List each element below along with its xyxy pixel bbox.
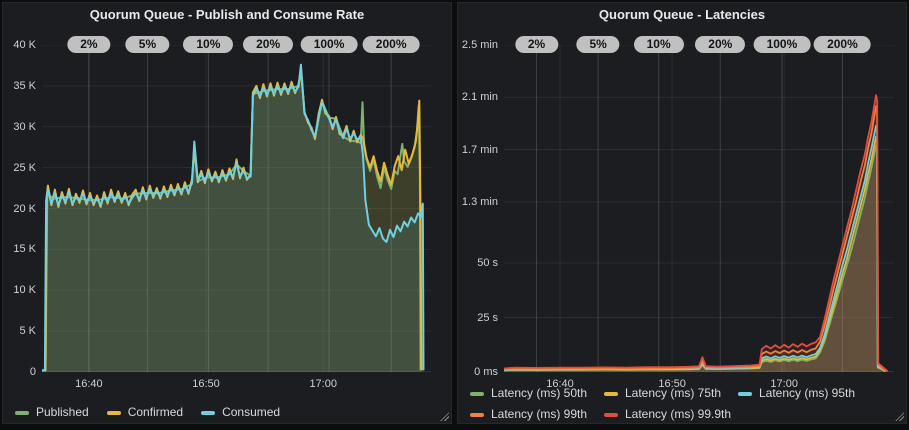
annotation-badge[interactable]: 20% <box>243 36 294 53</box>
annotation-badge[interactable]: 2% <box>514 36 559 53</box>
legend-item-latency-ms-50th[interactable]: Latency (ms) 50th <box>470 383 604 404</box>
y-axis-label: 25 s <box>477 311 498 324</box>
legend: Latency (ms) 50th Latency (ms) 75th Latenc… <box>470 383 900 423</box>
legend-item-latency-ms-95th[interactable]: Latency (ms) 95th <box>738 383 872 404</box>
y-axis-label: 10 K <box>13 284 36 297</box>
legend-item-published[interactable]: Published <box>15 402 89 423</box>
x-axis-label: 16:40 <box>546 378 574 390</box>
plot-canvas[interactable] <box>42 45 431 372</box>
y-axis-label: 25 K <box>13 161 36 174</box>
annotation-badge[interactable]: 5% <box>576 36 620 53</box>
legend-swatch <box>470 412 484 417</box>
y-axis-label: 2.1 min <box>461 91 498 104</box>
series-area <box>504 95 888 372</box>
legend-label: Latency (ms) 99.9th <box>625 407 732 421</box>
y-axis-label: 50 s <box>477 257 498 269</box>
legend-item-latency-ms-99th[interactable]: Latency (ms) 99th <box>470 404 604 423</box>
x-axis-label: 16:50 <box>658 378 686 390</box>
y-axis-label: 0 ms <box>474 366 498 378</box>
panel-title[interactable]: Quorum Queue - Latencies <box>598 7 766 22</box>
legend-swatch <box>15 410 29 415</box>
legend-label: Latency (ms) 95th <box>759 386 856 400</box>
y-axis-label: 2.5 min <box>461 39 498 51</box>
y-axis-label: 40 K <box>13 39 36 51</box>
legend-swatch <box>738 391 752 396</box>
x-axis-label: 16:50 <box>192 378 220 390</box>
panel-title[interactable]: Quorum Queue - Publish and Consume Rate <box>89 7 365 22</box>
y-axis-label: 20 K <box>13 202 36 215</box>
legend-swatch <box>470 391 484 396</box>
plot-canvas[interactable] <box>504 45 894 372</box>
series-line <box>504 94 889 372</box>
annotation-badge[interactable]: 200% <box>362 36 420 53</box>
legend-swatch <box>604 412 618 417</box>
legend-item-consumed[interactable]: Consumed <box>201 402 280 423</box>
legend-label: Consumed <box>222 405 281 419</box>
panel-resize-handle[interactable] <box>895 412 904 421</box>
legend-swatch <box>106 410 121 415</box>
series-area <box>504 136 885 372</box>
y-axis-label: 15 K <box>13 243 36 256</box>
legend-item-confirmed[interactable]: Confirmed <box>106 402 184 423</box>
y-axis-label: 0 <box>29 366 36 378</box>
annotation-badge[interactable]: 100% <box>753 36 811 53</box>
y-axis-label: 1.3 min <box>461 195 498 208</box>
y-axis-label: 5 K <box>19 325 36 338</box>
annotation-badge[interactable]: 100% <box>300 36 358 53</box>
annotation-badge[interactable]: 200% <box>814 36 871 53</box>
annotation-badge[interactable]: 2% <box>67 36 111 53</box>
legend-label: Published <box>36 405 89 419</box>
series-line <box>42 63 425 372</box>
series-area <box>42 69 422 372</box>
annotation-badge[interactable]: 5% <box>125 36 170 53</box>
legend-label: Latency (ms) 50th <box>491 386 588 400</box>
chart-area: 40 K 35 K 30 K 25 K 20 K 15 K 10 K 5 K 0 16:40 16:… <box>3 27 451 399</box>
annotation-badge[interactable]: 10% <box>183 36 234 53</box>
legend-label: Confirmed <box>127 405 184 419</box>
series-area <box>504 145 885 372</box>
series-area <box>504 125 885 372</box>
x-axis-label: 17:00 <box>770 378 798 390</box>
panel-resize-handle[interactable] <box>440 412 449 421</box>
y-axis-label: 35 K <box>13 79 36 92</box>
annotation-badge[interactable]: 10% <box>633 36 684 53</box>
legend-label: Latency (ms) 99th <box>491 407 588 421</box>
y-axis-label: 1.7 min <box>461 143 498 156</box>
y-axis-label: 30 K <box>13 120 36 133</box>
x-axis-label: 16:40 <box>75 378 103 390</box>
series-line <box>504 105 886 372</box>
legend-item-latency-ms-99.9th[interactable]: Latency (ms) 99.9th <box>604 404 738 423</box>
panel-quorum-publish-consume-rate: Quorum Queue - Publish and Consume Rate … <box>2 2 452 424</box>
x-axis-label: 17:00 <box>309 378 337 390</box>
series-area <box>42 64 424 372</box>
legend: Published Confirmed Consumed <box>15 402 298 423</box>
panel-quorum-latencies: Quorum Queue - Latencies 2.5 min 2.1 min 1… <box>457 2 907 424</box>
annotation-badge[interactable]: 20% <box>695 36 746 53</box>
legend-label: Latency (ms) 75th <box>625 386 722 400</box>
legend-swatch <box>201 410 216 415</box>
legend-item-latency-ms-75th[interactable]: Latency (ms) 75th <box>604 383 738 404</box>
series-area <box>504 106 885 372</box>
series-area <box>42 67 421 372</box>
legend-swatch <box>604 391 618 396</box>
chart-area: 2.5 min 2.1 min 1.7 min 1.3 min 50 s 25 s 0 ms… <box>458 27 906 399</box>
